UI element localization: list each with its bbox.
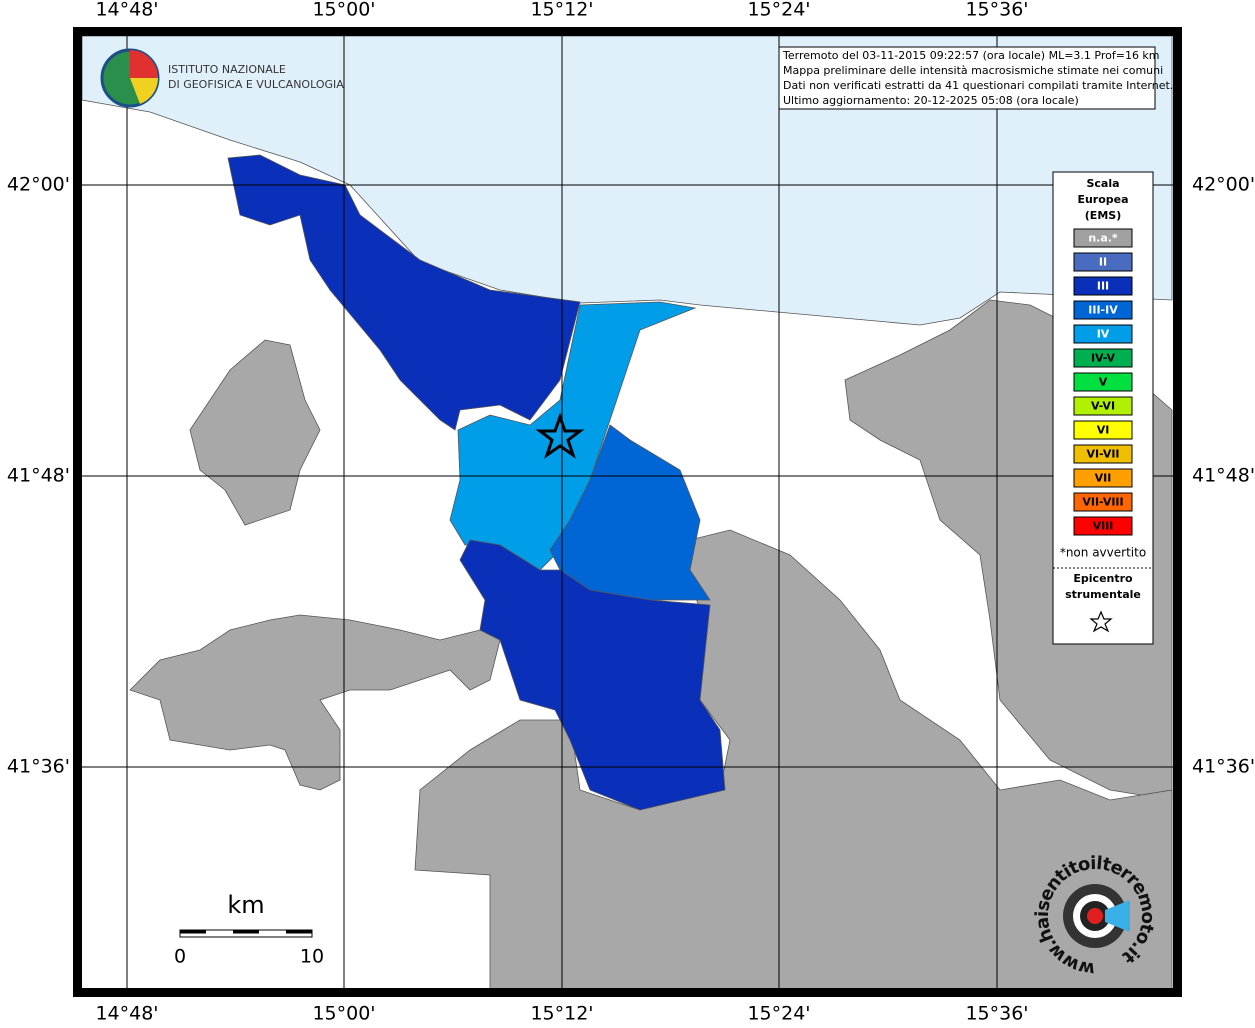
logo-segment [130,78,158,104]
logo-text: ISTITUTO NAZIONALE [168,63,286,76]
scale-bar-segment [286,930,312,934]
legend-swatch [1073,276,1133,296]
logo-segment [130,50,158,78]
scale-end: 10 [300,946,324,968]
info-frame [778,46,1156,110]
legend-swatch [1073,228,1133,248]
latitude-label: 42°00' [1192,174,1255,196]
frame-right [1173,28,1181,996]
territory-na [189,339,321,526]
legend-swatch [1073,516,1133,536]
legend-note: *non avvertito [1060,546,1146,560]
legend-title: (EMS) [1085,209,1121,222]
scale-unit: km [227,891,264,919]
legend-label: II [1099,256,1107,269]
legend-swatch [1073,372,1133,392]
latitude-label: 41°48' [1192,465,1255,487]
frame-bars [74,28,1181,996]
longitude-label: 15°24' [747,1003,810,1025]
epicenter-star [535,412,585,459]
territory-iii [227,154,581,431]
logo-text: DI GEOFISICA E VULCANOLOGIA [168,78,344,91]
legend-swatch [1073,468,1133,488]
legend-title: Scala [1086,177,1119,190]
legend-label: IV-V [1091,352,1116,365]
legend-swatch [1073,348,1133,368]
longitude-label: 15°00' [312,1003,375,1025]
legend-label: III [1097,280,1109,293]
longitude-label: 14°48' [95,1003,158,1025]
legend-label: VII [1095,472,1112,485]
territory-na [414,529,1173,997]
info-line: Mappa preliminare delle intensità macros… [783,64,1163,77]
legend-label: VIII [1093,520,1114,533]
longitude-label: 15°24' [747,0,810,21]
legend-label: VII-VIII [1082,496,1123,509]
latitude-label: 41°36' [1192,756,1255,778]
legend: ScalaEuropea(EMS)n.a.*IIIIIIII-IVIVIV-VV… [1052,171,1154,645]
longitude-label: 14°48' [95,0,158,21]
latitude-label: 42°00' [7,174,70,196]
legend-epicenter: Epicentro [1073,572,1133,585]
legend-swatch [1073,444,1133,464]
longitude-label: 15°12' [530,1003,593,1025]
scale-bar-segment [180,930,206,934]
frame-bottom [74,988,1181,996]
logo-dot [1087,908,1103,924]
legend-label: III-IV [1088,304,1118,317]
info-box: Terremoto del 03-11-2015 09:22:57 (ora l… [778,46,1173,110]
legend-swatch [1073,492,1133,512]
legend-label: V [1099,376,1108,389]
info-line: Ultimo aggiornamento: 20-12-2025 05:08 (… [783,94,1079,107]
legend-swatch [1073,396,1133,416]
legend-swatch [1073,420,1133,440]
scale-bar-segment [233,930,259,934]
longitude-label: 15°12' [530,0,593,21]
frame-left [74,28,82,996]
territory-na [129,614,501,791]
longitude-label: 15°36' [965,0,1028,21]
legend-label: V-VI [1091,400,1115,413]
info-line: Dati non verificati estratti da 41 quest… [783,79,1173,92]
info-line: Terremoto del 03-11-2015 09:22:57 (ora l… [782,49,1160,62]
ingv-logo: ISTITUTO NAZIONALE DI GEOFISICA E VULCAN… [100,48,344,108]
legend-swatch [1073,300,1133,320]
scale-bar: km 0 10 [174,891,324,968]
legend-swatch [1073,252,1133,272]
legend-title: Europea [1077,193,1128,206]
legend-swatch [1073,324,1133,344]
logo-megaphone [1105,900,1130,932]
legend-label: n.a.* [1088,232,1118,245]
territory-iii [459,539,726,811]
scale-start: 0 [174,946,186,968]
legend-epicenter: strumentale [1065,588,1141,601]
legend-label: IV [1097,328,1110,341]
axis-labels: 14°48' 14°48' 15°00' 15°00' 15°12' 15°12' 15°2… [7,0,1255,1025]
graticule [74,28,1181,996]
latitude-label: 41°36' [7,756,70,778]
frame-top [74,28,1181,36]
longitude-label: 15°36' [965,1003,1028,1025]
latitude-label: 41°48' [7,465,70,487]
legend-star [1089,610,1113,633]
longitude-label: 15°00' [312,0,375,21]
legend-label: VI [1097,424,1110,437]
legend-label: VI-VII [1086,448,1119,461]
